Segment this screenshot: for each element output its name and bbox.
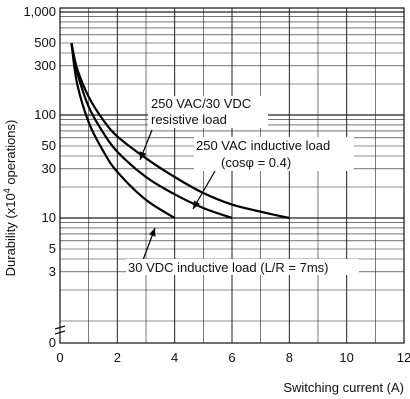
x-tick-label: 10 <box>339 350 353 365</box>
x-tick-label: 6 <box>228 350 235 365</box>
annotation-leaders <box>139 129 216 261</box>
y-tick-label: 300 <box>34 58 56 73</box>
y-tick-label: 10 <box>42 210 56 225</box>
series-line-3 <box>70 42 176 219</box>
x-tick-label: 8 <box>286 350 293 365</box>
plot-frame <box>59 7 405 344</box>
annotation-vac-inductive-line2: (cosφ = 0.4) <box>221 155 291 170</box>
y-axis-label: Durability (x104 operations) <box>2 120 18 277</box>
series-line-1 <box>70 42 290 220</box>
series-lines <box>70 42 290 220</box>
x-tick-label: 2 <box>114 350 121 365</box>
annotation-vac-inductive-line1: 250 VAC inductive load <box>196 138 330 153</box>
annotation-resistive-line1: 250 VAC/30 VDC <box>151 96 251 111</box>
x-axis-label: Switching current (A) <box>283 380 404 395</box>
y-tick-label: 5 <box>49 241 56 256</box>
x-tick-label: 12 <box>397 350 410 365</box>
y-tick-label: 0 <box>49 335 56 350</box>
y-tick-label: 100 <box>34 107 56 122</box>
annotation-vdc-inductive: 30 VDC inductive load (L/R = 7ms) <box>128 260 329 275</box>
leader-resistive-head <box>139 151 147 160</box>
x-tick-label: 4 <box>171 350 178 365</box>
annotation-resistive-line2: resistive load <box>151 112 227 127</box>
x-tick-labels: 0 2 4 6 8 10 12 <box>56 350 410 365</box>
x-tick-label: 0 <box>56 350 63 365</box>
y-tick-label: 30 <box>42 161 56 176</box>
y-tick-label: 50 <box>42 138 56 153</box>
leader-vac-inductive-head <box>193 200 201 209</box>
annotation-bg-resistive <box>148 96 268 128</box>
annotation-bg-vac-inductive <box>194 137 354 171</box>
grid-lines <box>60 8 404 343</box>
leader-vdc-inductive-head <box>148 228 156 237</box>
y-tick-label: 500 <box>34 35 56 50</box>
y-tick-label: 3 <box>49 264 56 279</box>
y-tick-label: 1,000 <box>23 4 56 19</box>
annotation-bg-vdc-inductive <box>126 259 359 275</box>
